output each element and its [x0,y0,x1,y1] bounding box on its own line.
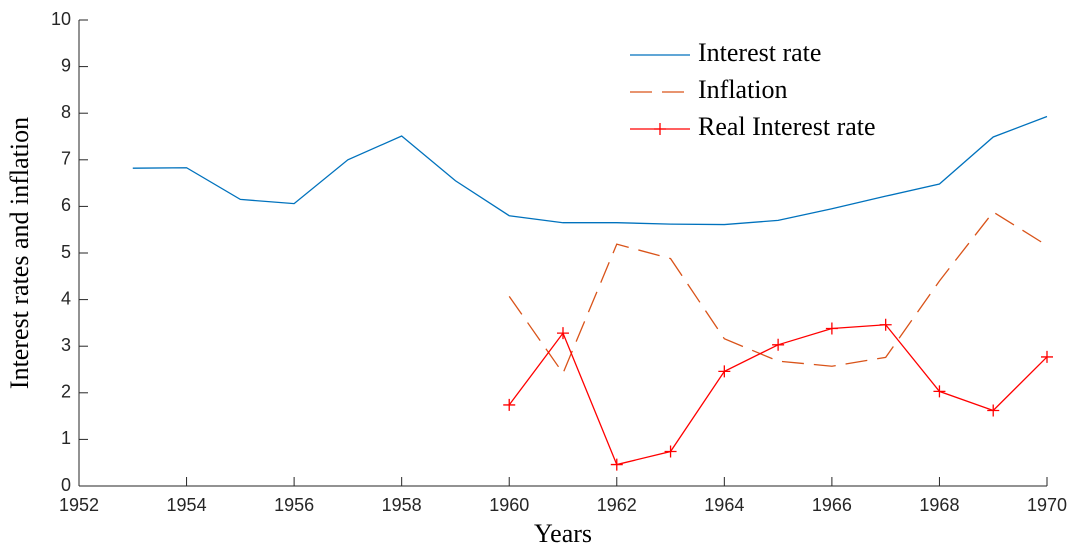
y-tick-label: 4 [61,288,71,308]
x-axis-label: Years [534,519,592,548]
x-tick-label: 1960 [489,495,529,515]
point-marker [557,327,569,340]
y-tick-label: 0 [61,475,71,495]
series-line [132,115,1048,226]
x-tick-label: 1954 [167,495,207,515]
legend-label: Interest rate [698,38,821,67]
y-tick-label: 9 [61,55,71,75]
y-tick-label: 1 [61,428,71,448]
series-line [508,211,1048,375]
x-tick-label: 1952 [59,495,99,515]
x-tick-label: 1968 [919,495,959,515]
y-tick-label: 10 [51,9,71,29]
point-marker [825,322,838,335]
point-marker [933,385,946,398]
point-marker [503,398,516,411]
point-marker [987,404,1000,417]
y-tick-label: 8 [61,102,71,122]
x-tick-label: 1966 [812,495,852,515]
point-marker [610,458,623,471]
y-tick-label: 7 [61,149,71,169]
legend-marker [654,123,666,135]
point-marker [772,338,785,351]
x-tick-label: 1958 [382,495,422,515]
legend-label: Real Interest rate [698,112,876,141]
x-tick-label: 1970 [1027,495,1067,515]
point-marker [879,318,892,331]
x-tick-label: 1962 [597,495,637,515]
y-tick-label: 2 [61,382,71,402]
point-marker [664,445,677,458]
y-tick-label: 6 [61,195,71,215]
x-tick-label: 1956 [274,495,314,515]
point-marker [718,365,731,378]
y-tick-label: 5 [61,242,71,262]
y-tick-label: 3 [61,335,71,355]
legend-label: Inflation [698,75,788,104]
point-marker [1041,350,1053,363]
x-tick-label: 1964 [704,495,744,515]
y-axis-label: Interest rates and inflation [5,117,34,389]
